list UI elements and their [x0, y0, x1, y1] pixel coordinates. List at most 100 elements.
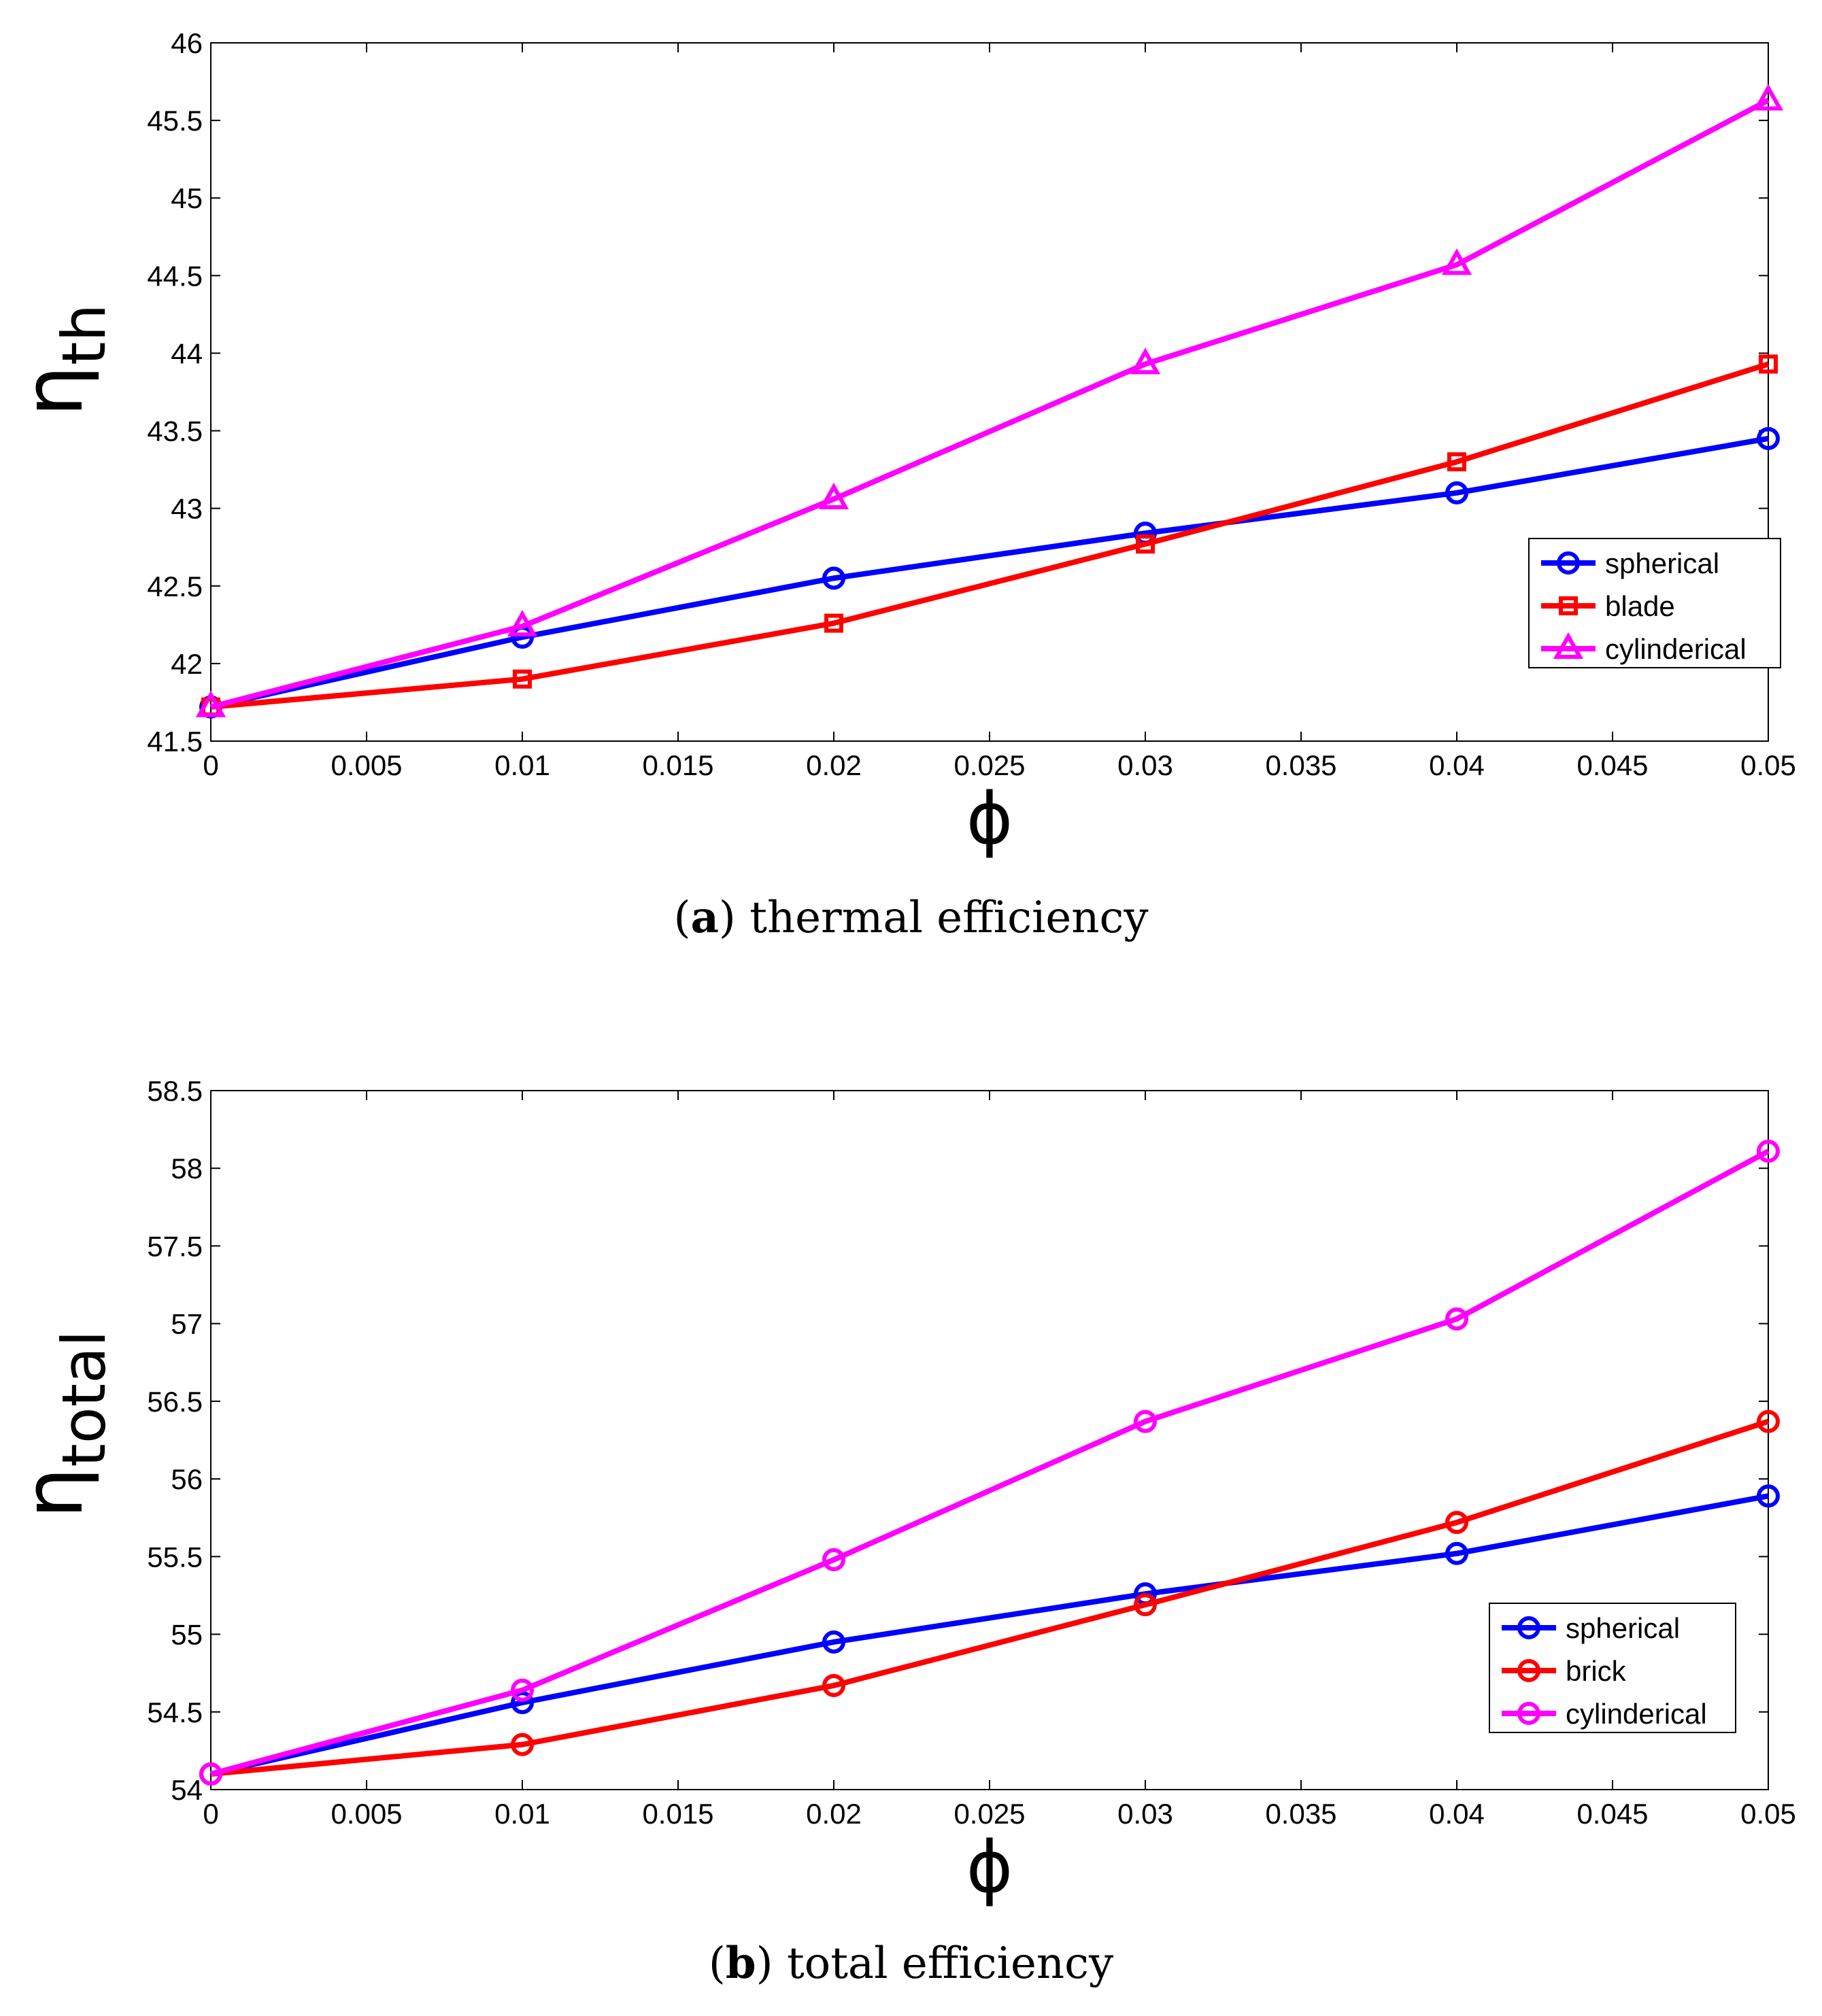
panel-b-x-tick-label: 0.045 — [1576, 1798, 1648, 1830]
panel-a-y-tick-label: 42 — [171, 648, 203, 680]
panel-b-y-tick-label: 57.5 — [147, 1230, 203, 1262]
panel-b-x-tick-label: 0.04 — [1429, 1798, 1485, 1830]
panel-a-x-tick-label: 0.05 — [1740, 749, 1796, 781]
panel-a-series-blade — [201, 354, 1778, 717]
panel-b-y-tick-label: 58 — [171, 1152, 203, 1184]
panel-b: 0 0.005 0.01 0.015 0.02 0.025 0.03 0.035 0.04 0.0… — [7, 1075, 1796, 1909]
panel-b-y-tick-label: 54.5 — [147, 1696, 203, 1728]
panel-a: 0 0.005 0.01 0.015 0.02 0.025 0.03 0.035 0.04 0.0… — [7, 27, 1796, 860]
panel-a-point-cylinderical — [1753, 84, 1784, 111]
panel-b-y-tick-label: 55.5 — [147, 1541, 203, 1573]
panel-a-y-tick-label: 42.5 — [147, 570, 203, 602]
panel-b-line-cylinderical — [209, 1148, 1770, 1777]
panel-b-y-axis-label: ηtotal — [7, 1330, 119, 1518]
panel-a-point-spherical — [1445, 481, 1468, 505]
panel-a-y-axis-label-subscript: th — [49, 304, 119, 365]
panel-a-point-cylinderical — [1441, 248, 1472, 275]
panel-b-y-tick-label: 58.5 — [147, 1075, 203, 1107]
panel-a-y-tick-label: 43.5 — [147, 415, 203, 447]
panel-a-legend-label-blade: blade — [1605, 590, 1675, 622]
panel-b-y-tick-label: 57 — [171, 1308, 203, 1340]
panel-b-y-axis-label-subscript: total — [49, 1330, 119, 1467]
panel-a-x-tick-label: 0.01 — [494, 749, 550, 781]
panel-a-line-cylinderical — [209, 97, 1770, 710]
panel-a-point-cylinderical — [507, 610, 538, 637]
panel-a-legend-marker-blade — [1559, 596, 1578, 615]
panel-b-point-brick — [511, 1732, 534, 1756]
panel-b-x-tick-label: 0.005 — [331, 1798, 402, 1830]
caption-b-text: total efficiency — [786, 1938, 1114, 1989]
panel-a-y-tick-label: 43 — [171, 493, 203, 525]
panel-b-point-spherical — [822, 1630, 845, 1654]
panel-b-x-tick-label: 0.01 — [494, 1798, 550, 1830]
panel-b-point-spherical — [511, 1691, 534, 1715]
panel-a-point-spherical — [822, 566, 845, 590]
panel-b-point-brick — [822, 1673, 845, 1697]
panel-a-x-tick-label: 0 — [203, 749, 218, 781]
panel-a-x-axis-label: ϕ — [966, 777, 1013, 860]
caption-a-text: thermal efficiency — [749, 893, 1149, 943]
panel-a-legend-label-cylinderical: cylinderical — [1605, 633, 1747, 665]
panel-b-point-brick — [1134, 1593, 1157, 1617]
panel-b-point-spherical — [1757, 1484, 1780, 1508]
panel-b-legend-label-brick: brick — [1566, 1655, 1627, 1687]
panel-b-legend-marker-cylinderical — [1517, 1702, 1540, 1725]
caption-a: (a) thermal efficiency — [673, 892, 1149, 943]
panel-a-y-axis-label-symbol: η — [7, 365, 101, 417]
panel-a-x-tick-label: 0.04 — [1429, 749, 1485, 781]
panel-b-legend-label-spherical: spherical — [1566, 1612, 1680, 1644]
panel-a-y-tick-label: 45 — [171, 182, 203, 214]
panel-b-legend-marker-brick — [1517, 1659, 1540, 1682]
panel-b-x-tick-label: 0.035 — [1265, 1798, 1336, 1830]
panel-b-point-brick — [1757, 1410, 1780, 1433]
panel-a-point-cylinderical — [1130, 347, 1161, 375]
panel-a-y-tick-label: 44.5 — [147, 260, 203, 292]
panel-b-series-spherical — [199, 1484, 1780, 1786]
panel-b-series-cylinderical — [199, 1140, 1780, 1786]
panel-b-point-cylinderical — [511, 1678, 534, 1702]
panel-b-y-axis-label-symbol: η — [7, 1467, 101, 1519]
panel-a-point-cylinderical — [195, 690, 226, 717]
panel-b-x-tick-label: 0.025 — [954, 1798, 1025, 1830]
panel-a-point-spherical — [1757, 426, 1780, 450]
panel-a-y-axis-label: ηth — [7, 304, 119, 417]
panel-b-y-tick-label: 56.5 — [147, 1386, 203, 1418]
panel-b-x-tick-label: 0 — [203, 1798, 218, 1830]
panel-a-legend-label-spherical: spherical — [1605, 547, 1719, 579]
panel-a-line-spherical — [210, 436, 1769, 710]
panel-a-legend: spherical blade cylinderical — [1528, 538, 1781, 668]
panel-a-y-tick-label: 45.5 — [147, 105, 203, 137]
panel-a-point-blade — [1136, 534, 1155, 554]
panel-b-legend: spherical brick cylinderical — [1489, 1603, 1736, 1733]
panel-a-point-blade — [513, 669, 532, 689]
panel-a-point-blade — [1759, 354, 1778, 374]
panel-a-legend-marker-spherical — [1557, 551, 1580, 575]
panel-a-x-tick-label: 0.015 — [642, 749, 713, 781]
panel-a-series-cylinderical — [195, 84, 1784, 717]
panel-b-x-tick-label: 0.015 — [642, 1798, 713, 1830]
panel-a-y-tick-label: 44 — [171, 337, 203, 369]
panel-b-x-axis-label: ϕ — [966, 1826, 1013, 1909]
panel-b-x-tick-label: 0.05 — [1740, 1798, 1796, 1830]
panel-a-y-tick-label: 41.5 — [147, 725, 203, 757]
panel-a-y-tick-label: 46 — [171, 27, 203, 59]
panel-b-point-cylinderical — [822, 1548, 845, 1571]
panel-a-point-blade — [824, 613, 843, 633]
panel-a-x-tick-label: 0.025 — [954, 749, 1025, 781]
panel-b-point-cylinderical — [1134, 1410, 1157, 1433]
panel-a-x-tick-label: 0.045 — [1576, 749, 1648, 781]
panel-b-point-cylinderical — [1445, 1307, 1468, 1331]
panel-a-point-blade — [1447, 452, 1466, 472]
panel-a-x-tick-label: 0.005 — [331, 749, 402, 781]
panel-a-x-tick-label: 0.03 — [1117, 749, 1173, 781]
panel-a-point-cylinderical — [818, 482, 849, 509]
panel-b-legend-label-cylinderical: cylinderical — [1566, 1698, 1707, 1730]
panel-b-point-cylinderical — [199, 1762, 222, 1786]
panel-b-y-tick-label: 54 — [171, 1774, 203, 1806]
caption-a-letter: a — [690, 892, 719, 943]
panel-a-legend-marker-cylinderical — [1553, 632, 1584, 659]
panel-b-point-cylinderical — [1757, 1140, 1780, 1163]
panel-b-point-brick — [1445, 1511, 1468, 1535]
panel-a-x-tick-label: 0.02 — [806, 749, 862, 781]
